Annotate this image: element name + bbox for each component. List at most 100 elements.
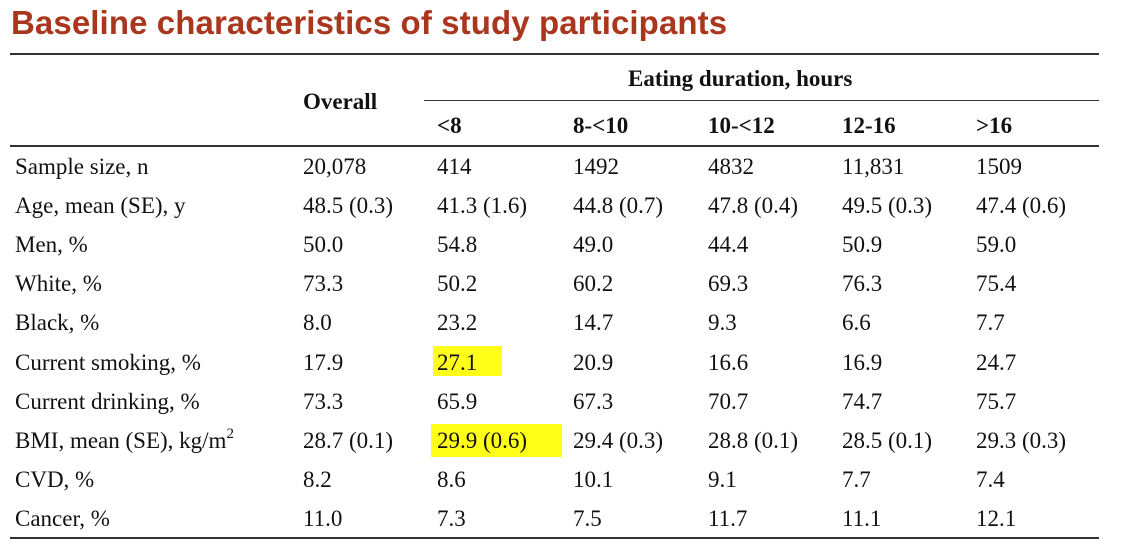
table-row: CVD, % 8.2 8.6 10.1 9.1 7.7 7.4 — [0, 466, 1124, 505]
cell-value: 11.7 — [708, 505, 748, 531]
cell-value: 1492 — [573, 154, 619, 179]
group-header-rule — [424, 100, 1099, 101]
cell-value: 29.4 (0.3) — [573, 427, 664, 453]
table-row: White, % 73.3 50.2 60.2 69.3 76.3 75.4 — [0, 270, 1124, 309]
row-label: BMI, mean (SE), kg/m2 — [15, 427, 234, 455]
row-label: Current smoking, % — [15, 349, 201, 377]
row-label-text: Sample size, n — [15, 154, 149, 179]
table-row: BMI, mean (SE), kg/m2 28.7 (0.1) 29.9 (0.6… — [0, 427, 1124, 466]
column-header-gt16: >16 — [976, 113, 1013, 138]
row-label: CVD, % — [15, 466, 94, 494]
row-label-text: CVD, % — [15, 466, 95, 492]
row-label: White, % — [15, 270, 102, 298]
cell-value: 59.0 — [976, 232, 1017, 258]
cell-overall: 50.0 — [303, 232, 344, 258]
column-header-10-12: 10-<12 — [708, 113, 775, 138]
cell-value: 75.7 — [976, 388, 1017, 414]
cell-value: 28.5 (0.1) — [842, 427, 933, 453]
cell-value: 69.3 — [708, 271, 749, 297]
cell-overall: 73.3 — [303, 388, 344, 414]
cell-value: 16.6 — [708, 349, 749, 375]
row-label-text: Men, % — [15, 232, 88, 258]
row-label: Men, % — [15, 231, 88, 259]
cell-value: 65.9 — [437, 388, 478, 414]
cell-overall: 8.2 — [303, 466, 332, 492]
row-label: Cancer, % — [15, 505, 110, 533]
cell-value: 49.0 — [573, 232, 614, 258]
cell-value: 28.8 (0.1) — [708, 427, 799, 453]
cell-value: 44.8 (0.7) — [573, 193, 664, 219]
row-label-text: Cancer, % — [15, 505, 110, 531]
table-row: Age, mean (SE), y 48.5 (0.3) 41.3 (1.6) 44.… — [0, 192, 1124, 231]
cell-value: 9.3 — [708, 310, 737, 336]
cell-value: 4832 — [708, 154, 754, 179]
cell-overall: 48.5 (0.3) — [303, 193, 394, 219]
cell-value: 7.7 — [976, 310, 1005, 336]
cell-value: 16.9 — [842, 349, 883, 375]
table-row: Cancer, % 11.0 7.3 7.5 11.7 11.1 12.1 — [0, 505, 1124, 544]
cell-value: 60.2 — [573, 271, 614, 297]
overall-header: Overall — [303, 89, 378, 114]
highlight-smoking-lt8 — [433, 346, 502, 376]
cell-value: 11,831 — [842, 154, 905, 179]
cell-value: 50.2 — [437, 271, 478, 297]
cell-value: 20.9 — [573, 349, 614, 375]
cell-value: 27.1 — [437, 349, 478, 375]
cell-value: 414 — [437, 154, 472, 179]
table-row: Men, % 50.0 54.8 49.0 44.4 50.9 59.0 — [0, 231, 1124, 270]
cell-value: 41.3 (1.6) — [437, 193, 528, 219]
table-row: Current drinking, % 73.3 65.9 67.3 70.7 74.7 7… — [0, 388, 1124, 427]
cell-overall: 17.9 — [303, 349, 344, 375]
cell-value: 8.6 — [437, 466, 466, 492]
row-label: Sample size, n — [15, 153, 149, 181]
cell-value: 47.4 (0.6) — [976, 193, 1067, 219]
slide-title: Baseline characteristics of study partic… — [11, 4, 728, 41]
cell-overall: 8.0 — [303, 310, 332, 336]
eating-duration-header: Eating duration, hours — [628, 66, 853, 91]
cell-value: 50.9 — [842, 232, 883, 258]
row-label: Black, % — [15, 309, 99, 337]
cell-value: 44.4 — [708, 232, 749, 258]
cell-value: 54.8 — [437, 232, 478, 258]
cell-value: 6.6 — [842, 310, 871, 336]
cell-value: 7.7 — [842, 466, 871, 492]
row-label-text: Black, % — [15, 310, 100, 336]
row-label-text: Age, mean (SE), y — [15, 193, 186, 219]
cell-overall: 73.3 — [303, 271, 344, 297]
cell-value: 10.1 — [573, 466, 614, 492]
row-label-superscript: 2 — [226, 426, 234, 443]
cell-value: 9.1 — [708, 466, 737, 492]
row-label: Current drinking, % — [15, 388, 200, 416]
cell-value: 24.7 — [976, 349, 1017, 375]
cell-overall: 28.7 (0.1) — [303, 427, 394, 453]
cell-value: 70.7 — [708, 388, 749, 414]
cell-value: 1509 — [976, 154, 1022, 179]
cell-value: 67.3 — [573, 388, 614, 414]
cell-overall: 20,078 — [303, 154, 367, 179]
cell-value: 29.3 (0.3) — [976, 427, 1067, 453]
row-label: Age, mean (SE), y — [15, 192, 186, 220]
cell-value: 14.7 — [573, 310, 614, 336]
table-row: Black, % 8.0 23.2 14.7 9.3 6.6 7.7 — [0, 309, 1124, 348]
column-header-12-16: 12-16 — [842, 113, 896, 138]
table-row: Current smoking, % 17.9 27.1 20.9 16.6 16.9 24… — [0, 349, 1124, 388]
table-row: Sample size, n 20,078 414 1492 4832 11,831 150… — [0, 153, 1124, 192]
cell-overall: 11.0 — [303, 505, 343, 531]
cell-value: 11.1 — [842, 505, 882, 531]
row-label-text: BMI, mean (SE), kg/m — [15, 427, 227, 453]
cell-value: 75.4 — [976, 271, 1017, 297]
cell-value: 7.3 — [437, 505, 466, 531]
table-bottom-rule — [10, 537, 1099, 539]
cell-value: 47.8 (0.4) — [708, 193, 799, 219]
cell-value: 12.1 — [976, 505, 1017, 531]
cell-value: 76.3 — [842, 271, 883, 297]
cell-value: 23.2 — [437, 310, 478, 336]
cell-value: 7.4 — [976, 466, 1005, 492]
table-top-rule — [10, 53, 1099, 55]
header-bottom-rule — [10, 145, 1099, 147]
column-header-8-10: 8-<10 — [573, 113, 629, 138]
row-label-text: Current smoking, % — [15, 349, 201, 375]
cell-value: 7.5 — [573, 505, 602, 531]
row-label-text: White, % — [15, 271, 102, 297]
cell-value: 49.5 (0.3) — [842, 193, 933, 219]
